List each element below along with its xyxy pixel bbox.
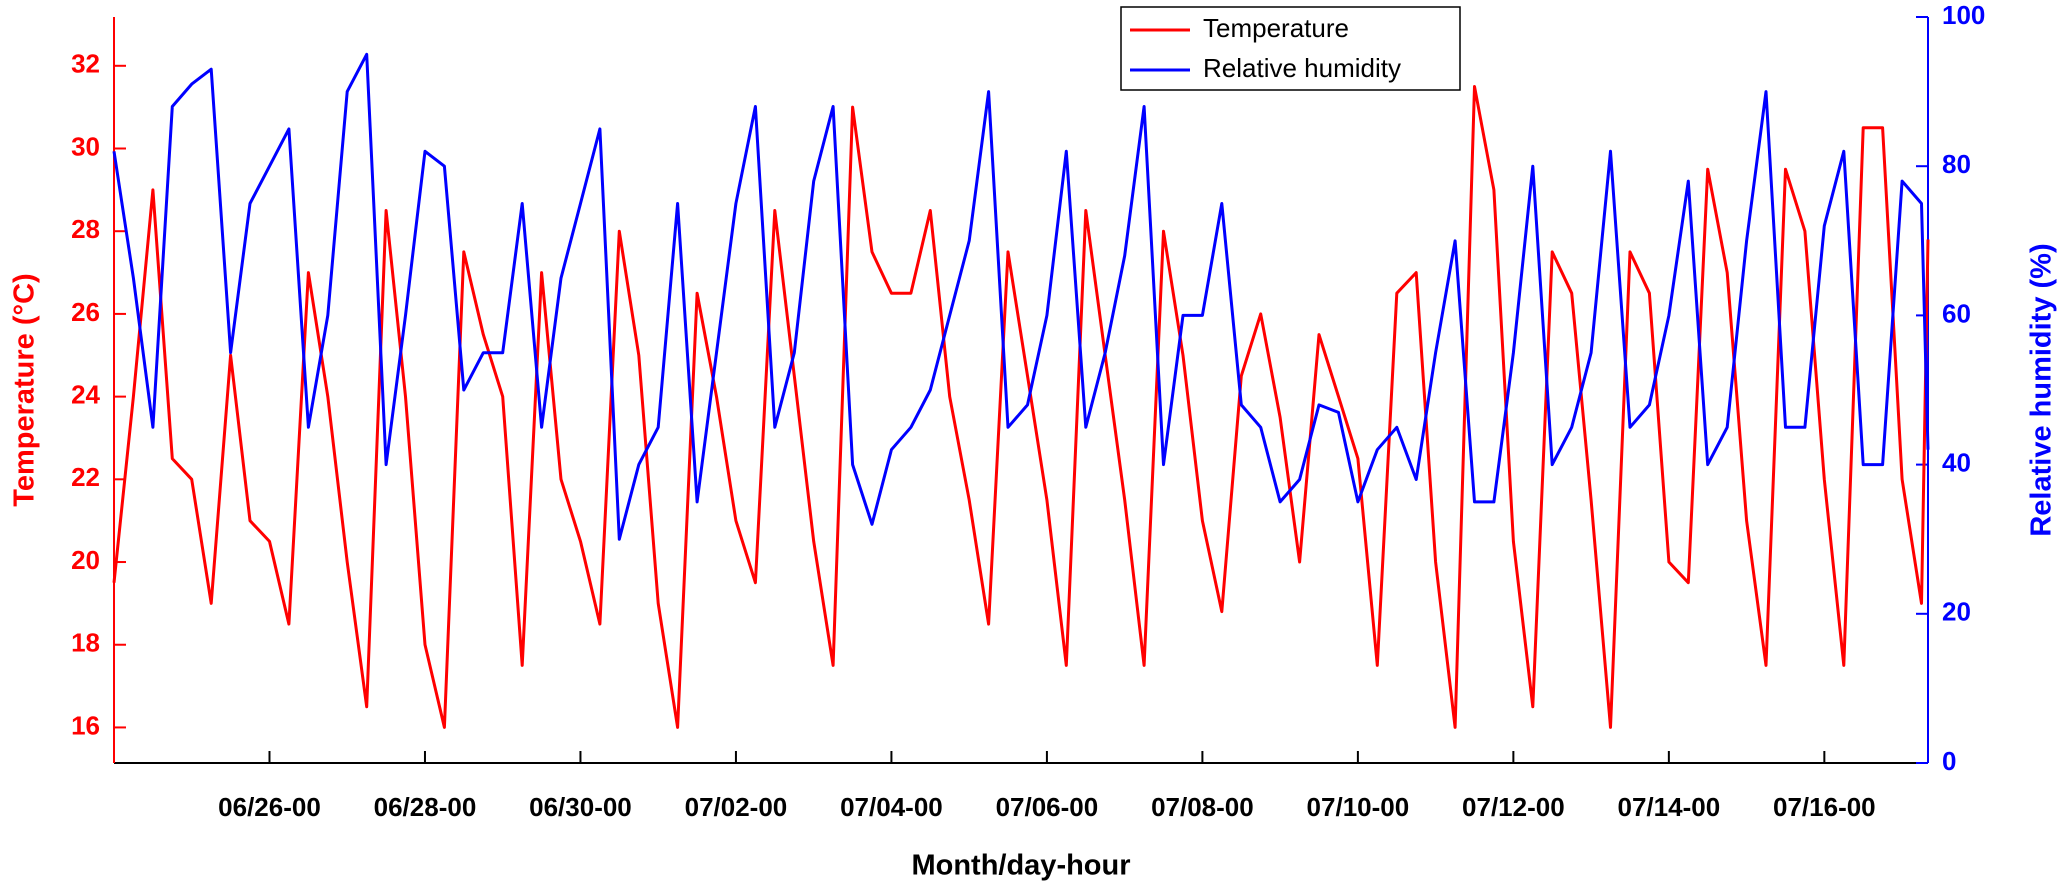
- x-tick-label: 07/06-00: [996, 792, 1099, 822]
- y-tick-label: 18: [71, 628, 100, 658]
- x-tick-label: 07/10-00: [1307, 792, 1410, 822]
- y-tick-label: 28: [71, 214, 100, 244]
- x-tick-label: 06/30-00: [529, 792, 632, 822]
- x-tick-label: 07/04-00: [840, 792, 943, 822]
- y2-axis-title: Relative humidity (%): [2026, 243, 2058, 536]
- y-tick-label: 30: [71, 131, 100, 161]
- x-tick-label: 07/14-00: [1618, 792, 1721, 822]
- legend: Temperature Relative humidity: [1120, 6, 1461, 91]
- y-tick-label: 16: [71, 710, 100, 740]
- y-axis-title: Temperature (°C): [9, 273, 41, 506]
- x-tick-label: 07/16-00: [1773, 792, 1876, 822]
- y2-tick-label: 0: [1942, 746, 1956, 776]
- x-tick-label: 07/02-00: [685, 792, 788, 822]
- series-line: [112, 85, 1930, 729]
- y-tick-label: 32: [71, 49, 100, 79]
- legend-box: [1120, 6, 1461, 91]
- y2-tick-label: 60: [1942, 298, 1971, 328]
- y-tick-label: 26: [71, 297, 100, 327]
- x-tick-label: 07/08-00: [1151, 792, 1254, 822]
- y-tick-label: 22: [71, 462, 100, 492]
- x-tick-label: 06/28-00: [374, 792, 477, 822]
- y2-tick-label: 40: [1942, 447, 1971, 477]
- x-tick-label: 07/12-00: [1462, 792, 1565, 822]
- legend-label: Relative humidity: [1203, 53, 1401, 83]
- x-tick-label: 06/26-00: [218, 792, 321, 822]
- y2-tick-label: 80: [1942, 149, 1971, 179]
- y-tick-label: 20: [71, 545, 100, 575]
- legend-label: Temperature: [1203, 13, 1349, 43]
- y2-tick-label: 20: [1942, 597, 1971, 627]
- series-line: [112, 52, 1930, 541]
- y2-tick-label: 100: [1942, 0, 1985, 30]
- y-tick-label: 24: [71, 379, 100, 409]
- x-axis-title: Month/day-hour: [911, 850, 1130, 882]
